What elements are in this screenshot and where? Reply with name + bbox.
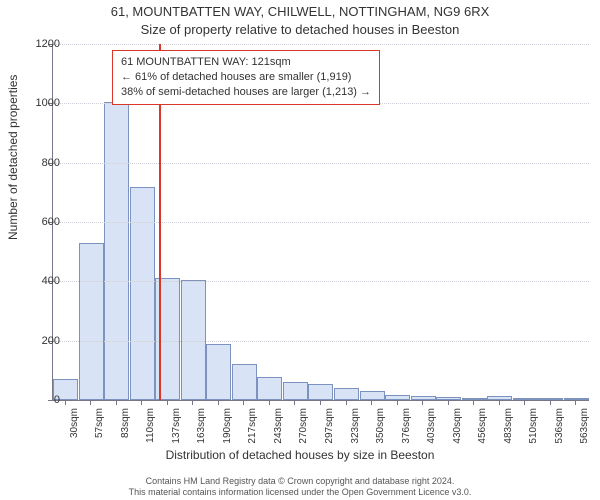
x-tick-mark bbox=[371, 400, 372, 405]
y-tick-label: 1000 bbox=[20, 97, 60, 109]
y-tick-label: 0 bbox=[20, 394, 60, 406]
gridline bbox=[53, 341, 589, 342]
x-tick-mark bbox=[422, 400, 423, 405]
chart-container: 61, MOUNTBATTEN WAY, CHILWELL, NOTTINGHA… bbox=[0, 0, 600, 500]
x-tick-mark bbox=[448, 400, 449, 405]
bar bbox=[283, 382, 308, 400]
x-tick-label: 83sqm bbox=[120, 408, 131, 458]
x-tick-mark bbox=[65, 400, 66, 405]
x-tick-mark bbox=[294, 400, 295, 405]
bar bbox=[232, 364, 257, 400]
x-tick-label: 563sqm bbox=[579, 408, 590, 458]
info-line-2: ← 61% of detached houses are smaller (1,… bbox=[121, 70, 371, 85]
x-tick-mark bbox=[550, 400, 551, 405]
x-tick-label: 430sqm bbox=[452, 408, 463, 458]
y-tick-label: 1200 bbox=[20, 38, 60, 50]
bar bbox=[334, 388, 359, 400]
x-tick-label: 110sqm bbox=[145, 408, 156, 458]
plot-area: 61 MOUNTBATTEN WAY: 121sqm← 61% of detac… bbox=[52, 44, 589, 401]
info-line-3: 38% of semi-detached houses are larger (… bbox=[121, 85, 371, 100]
footer: Contains HM Land Registry data © Crown c… bbox=[0, 476, 600, 499]
gridline bbox=[53, 163, 589, 164]
bar bbox=[130, 187, 155, 400]
bar bbox=[308, 384, 333, 400]
info-line-1: 61 MOUNTBATTEN WAY: 121sqm bbox=[121, 55, 371, 70]
gridline bbox=[53, 281, 589, 282]
x-tick-label: 456sqm bbox=[477, 408, 488, 458]
x-tick-label: 270sqm bbox=[298, 408, 309, 458]
x-tick-label: 30sqm bbox=[69, 408, 80, 458]
x-tick-mark bbox=[524, 400, 525, 405]
x-tick-mark bbox=[141, 400, 142, 405]
x-tick-label: 483sqm bbox=[503, 408, 514, 458]
x-tick-label: 323sqm bbox=[350, 408, 361, 458]
x-tick-label: 57sqm bbox=[94, 408, 105, 458]
info-box: 61 MOUNTBATTEN WAY: 121sqm← 61% of detac… bbox=[112, 50, 380, 105]
x-tick-label: 376sqm bbox=[401, 408, 412, 458]
x-tick-label: 163sqm bbox=[196, 408, 207, 458]
x-tick-mark bbox=[473, 400, 474, 405]
x-tick-mark bbox=[192, 400, 193, 405]
y-axis-label: Number of detached properties bbox=[6, 75, 20, 240]
x-tick-label: 536sqm bbox=[554, 408, 565, 458]
bar bbox=[257, 377, 282, 400]
x-tick-mark bbox=[167, 400, 168, 405]
bar bbox=[360, 391, 385, 400]
bar bbox=[206, 344, 231, 400]
x-tick-label: 297sqm bbox=[324, 408, 335, 458]
bar bbox=[538, 398, 563, 400]
chart-title: 61, MOUNTBATTEN WAY, CHILWELL, NOTTINGHA… bbox=[0, 4, 600, 19]
x-tick-mark bbox=[218, 400, 219, 405]
bar bbox=[79, 243, 104, 400]
bar bbox=[436, 397, 461, 400]
footer-line-2: This material contains information licen… bbox=[129, 487, 472, 497]
x-tick-mark bbox=[397, 400, 398, 405]
footer-line-1: Contains HM Land Registry data © Crown c… bbox=[146, 476, 455, 486]
gridline bbox=[53, 222, 589, 223]
x-tick-label: 217sqm bbox=[247, 408, 258, 458]
bar bbox=[487, 396, 512, 400]
x-tick-mark bbox=[346, 400, 347, 405]
gridline bbox=[53, 44, 589, 45]
x-tick-label: 137sqm bbox=[171, 408, 182, 458]
x-tick-mark bbox=[116, 400, 117, 405]
y-tick-label: 600 bbox=[20, 216, 60, 228]
bar bbox=[104, 102, 129, 400]
x-tick-mark bbox=[499, 400, 500, 405]
y-tick-label: 800 bbox=[20, 157, 60, 169]
bar bbox=[385, 395, 410, 400]
x-tick-mark bbox=[575, 400, 576, 405]
x-tick-mark bbox=[90, 400, 91, 405]
x-tick-label: 243sqm bbox=[273, 408, 284, 458]
y-tick-label: 200 bbox=[20, 335, 60, 347]
x-tick-label: 510sqm bbox=[528, 408, 539, 458]
x-tick-label: 190sqm bbox=[222, 408, 233, 458]
x-tick-mark bbox=[243, 400, 244, 405]
x-tick-mark bbox=[269, 400, 270, 405]
y-tick-label: 400 bbox=[20, 275, 60, 287]
x-tick-label: 403sqm bbox=[426, 408, 437, 458]
chart-subtitle: Size of property relative to detached ho… bbox=[0, 22, 600, 37]
x-tick-label: 350sqm bbox=[375, 408, 386, 458]
x-tick-mark bbox=[320, 400, 321, 405]
